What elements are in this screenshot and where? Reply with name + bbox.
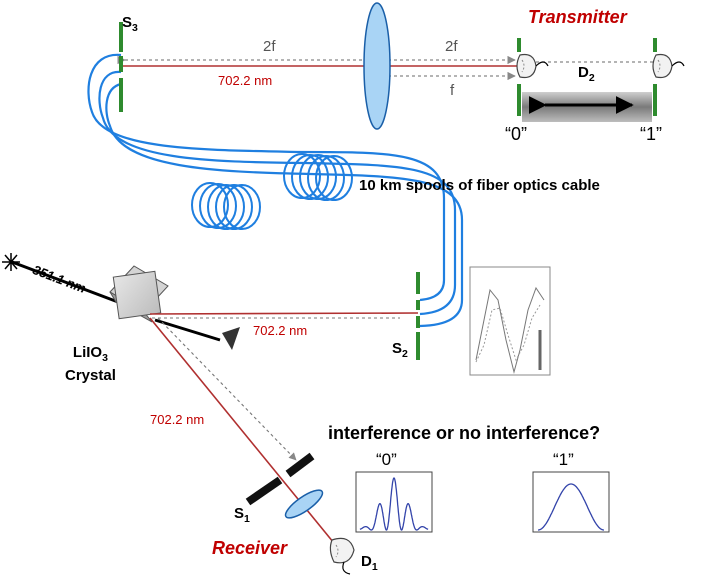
label-d2-text: D	[578, 64, 589, 81]
label-wavelength-mid: 702.2 nm	[253, 323, 308, 338]
label-question: interference or no interference?	[328, 423, 601, 443]
detector-d2-zero-icon	[516, 53, 549, 79]
label-d1: D1	[361, 553, 378, 573]
label-d2-sub: 2	[588, 72, 595, 84]
label-zero-top: “0”	[505, 124, 527, 144]
label-d1-text: D	[361, 553, 372, 570]
pump-beam	[11, 260, 119, 304]
label-s3: S3	[122, 14, 138, 34]
label-crystal-sub: 3	[102, 352, 108, 364]
slit-s1	[245, 452, 315, 506]
fiber-spool-left	[191, 182, 261, 230]
translation-rail	[522, 92, 652, 122]
label-s2-sub: 2	[402, 348, 408, 360]
label-one-bottom: “1”	[553, 450, 574, 469]
label-one-top: “1”	[640, 124, 662, 144]
label-crystal-word: Crystal	[65, 367, 116, 384]
label-wavelength-top: 702.2 nm	[218, 73, 273, 88]
label-crystal: LiIO3 Crystal	[65, 344, 116, 385]
beam-to-s2	[149, 312, 419, 315]
label-crystal-formula: LiIO	[72, 344, 103, 361]
lilo3-crystal	[109, 265, 169, 323]
label-s3-sub: 3	[132, 22, 138, 34]
plot-interference	[355, 471, 433, 533]
label-d1-sub: 1	[371, 561, 378, 573]
detector-d1-icon	[329, 537, 355, 575]
beam-dump-icon	[222, 327, 240, 350]
label-s1: S1	[234, 505, 250, 525]
inset-fringe-plot	[469, 266, 551, 376]
detector-d2-one-icon	[652, 53, 685, 79]
laser-source-icon	[2, 253, 20, 271]
label-zero-bottom: “0”	[376, 450, 397, 469]
label-2f-right: 2f	[445, 38, 458, 55]
fiber-optic-cable	[87, 53, 464, 328]
lens-bottom	[284, 489, 324, 519]
label-transmitter: Transmitter	[528, 7, 627, 27]
label-wavelength-low: 702.2 nm	[150, 412, 205, 427]
label-f: f	[450, 82, 455, 99]
pump-beam-exit	[154, 318, 221, 342]
label-s2: S2	[392, 340, 408, 360]
label-receiver: Receiver	[212, 538, 288, 558]
label-2f-left: 2f	[263, 38, 276, 55]
label-s2-text: S	[392, 340, 403, 357]
plot-no-interference	[532, 471, 610, 533]
label-spools: 10 km spools of fiber optics cable	[359, 177, 600, 194]
lens-top	[363, 2, 391, 130]
label-s1-text: S	[234, 505, 245, 522]
label-s1-sub: 1	[244, 513, 250, 525]
fiber-spool-right	[283, 153, 353, 201]
label-s3-text: S	[122, 14, 133, 31]
label-d2: D2	[578, 64, 595, 84]
